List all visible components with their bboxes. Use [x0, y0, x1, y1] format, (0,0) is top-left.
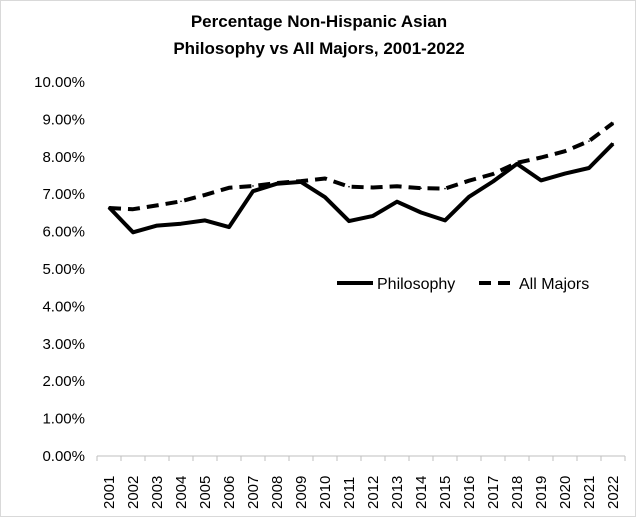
data-point	[348, 220, 350, 222]
y-tick-label: 7.00%	[42, 186, 85, 203]
data-point	[540, 179, 542, 182]
data-point	[612, 142, 614, 145]
data-point	[492, 180, 494, 183]
data-point	[420, 211, 422, 214]
data-point	[204, 194, 206, 196]
data-point	[612, 122, 614, 124]
x-tick-label: 2022	[605, 476, 622, 509]
chart-title-line-1: Percentage Non-Hispanic Asian	[190, 12, 448, 31]
y-tick-label: 8.00%	[42, 149, 85, 166]
x-tick-label: 2012	[365, 476, 382, 509]
data-point	[516, 163, 518, 165]
x-tick-label: 2005	[197, 476, 214, 509]
data-point	[324, 177, 326, 180]
data-point	[540, 156, 542, 159]
data-point	[348, 185, 350, 188]
data-point	[492, 173, 494, 175]
y-tick-label: 1.00%	[42, 411, 85, 428]
y-tick-label: 3.00%	[42, 336, 85, 353]
legend-label: Philosophy	[377, 276, 455, 293]
x-tick-label: 2013	[389, 476, 406, 509]
x-tick-label: 2016	[461, 476, 478, 509]
x-tick-label: 2015	[437, 476, 454, 509]
legend-label: All Majors	[519, 276, 589, 293]
data-point	[324, 196, 326, 198]
data-point	[420, 187, 422, 190]
x-tick-label: 2014	[413, 476, 430, 509]
data-point	[204, 219, 206, 222]
data-point	[108, 207, 110, 209]
data-point	[396, 200, 398, 203]
x-tick-label: 2003	[149, 476, 166, 509]
y-tick-label: 5.00%	[42, 261, 85, 278]
data-point	[396, 185, 398, 188]
y-tick-label: 9.00%	[42, 111, 85, 128]
x-tick-label: 2021	[581, 476, 598, 509]
data-point	[444, 219, 446, 222]
data-point	[444, 187, 446, 190]
x-tick-label: 2011	[341, 477, 358, 509]
data-point	[252, 185, 254, 187]
data-point	[372, 215, 374, 217]
y-tick-label: 2.00%	[42, 373, 85, 390]
x-tick-label: 2007	[245, 476, 262, 509]
data-point	[180, 200, 182, 203]
x-tick-label: 2001	[101, 476, 118, 509]
data-point	[468, 196, 470, 198]
data-point	[516, 161, 518, 164]
data-point	[228, 226, 230, 228]
y-tick-label: 4.00%	[42, 298, 85, 315]
data-point	[132, 231, 134, 234]
x-tick-label: 2006	[221, 476, 238, 509]
data-point	[564, 150, 566, 152]
y-tick-label: 6.00%	[42, 224, 85, 241]
data-point	[588, 167, 590, 169]
x-tick-label: 2010	[317, 476, 334, 509]
x-tick-label: 2009	[293, 476, 310, 509]
data-point	[588, 140, 590, 142]
x-tick-label: 2020	[557, 476, 574, 509]
x-tick-label: 2008	[269, 476, 286, 509]
x-tick-label: 2018	[509, 476, 526, 509]
y-tick-label: 0.00%	[42, 448, 85, 465]
data-point	[564, 172, 566, 175]
data-point	[468, 179, 470, 182]
x-tick-label: 2017	[485, 476, 502, 509]
data-point	[132, 208, 134, 210]
series-line-all-majors	[108, 121, 615, 212]
data-point	[276, 182, 278, 184]
data-point	[180, 222, 182, 225]
x-tick-label: 2002	[125, 476, 142, 509]
data-point	[372, 186, 374, 189]
x-tick-label: 2004	[173, 476, 190, 509]
y-tick-label: 10.00%	[34, 74, 85, 91]
x-tick-label: 2019	[533, 476, 550, 509]
data-point	[300, 180, 302, 182]
data-point	[156, 204, 158, 207]
series-line-philosophy	[107, 142, 615, 235]
data-point	[228, 187, 230, 189]
data-point	[156, 224, 158, 227]
data-point	[252, 190, 254, 193]
chart-title-line-2: Philosophy vs All Majors, 2001-2022	[173, 39, 465, 58]
